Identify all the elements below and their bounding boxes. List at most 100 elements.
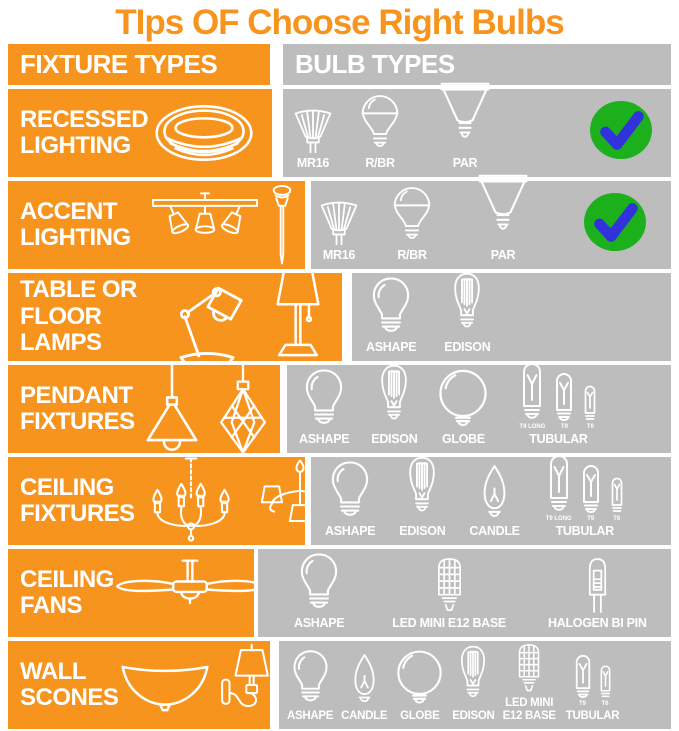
ashape-bulb-icon: [301, 368, 347, 430]
row-ceiling-fans: CEILING FANS ASHAPE LED MINI E12 BASE HA…: [8, 549, 671, 637]
fixture-title: TABLE OR FLOOR LAMPS: [20, 276, 137, 357]
bulb-label: TUBULAR: [529, 431, 588, 446]
bulb-label: EDISON: [444, 339, 491, 354]
bulb-panel: MR16 R/BR PAR: [311, 181, 671, 269]
tube-size-tag: T9: [560, 423, 568, 430]
bulb-globe: GLOBE: [395, 650, 444, 722]
tube-t9-long: T9 LONG: [546, 453, 572, 522]
bulb-types-label: BULB TYPES: [295, 49, 455, 79]
bulb-led-mini-e12: LED MINI E12 BASE: [392, 558, 506, 631]
tubular-mid-bulb-icon: [554, 371, 574, 423]
bulb-led-mini-e12: LED MINI E12 BASE: [503, 644, 556, 722]
diamond-pendant-icon: [215, 362, 271, 457]
edison-bulb-icon: [450, 272, 484, 338]
bulb-panel: ASHAPE EDISON CANDLE T9 LONG: [311, 457, 671, 545]
fixture-title: PENDANT FIXTURES: [20, 381, 135, 435]
table-grid: FIXTURE TYPES BULB TYPES RECESSED LIGHTI…: [0, 44, 679, 731]
bulb-panel: ASHAPE CANDLE GLOBE EDISON LED MINI E12 …: [279, 641, 671, 729]
tube-t6: T6: [583, 383, 597, 430]
ashape-bulb-icon: [296, 552, 342, 614]
fixture-title: ACCENT LIGHTING: [20, 197, 131, 251]
tubular-long-bulb-icon: [521, 361, 543, 423]
bulb-label: ASHAPE: [294, 615, 345, 630]
row-wall-scones: WALL SCONES ASHAPE CANDLE GLOBE: [8, 641, 671, 729]
tube-size-tag: T6: [613, 515, 621, 522]
fixture-panel-recessed: RECESSED LIGHTING: [8, 89, 272, 177]
bulb-label: TUBULAR: [565, 709, 620, 722]
led-corn-bulb-icon: [435, 558, 464, 614]
recessed-light-icon: [152, 102, 256, 164]
row-pendant-fixtures: PENDANT FIXTURES ASHAPE EDISON GLOBE: [8, 365, 671, 453]
tubular-small-bulb-icon: [599, 663, 612, 700]
row-accent-lighting: ACCENT LIGHTING MR16 R/BR PAR: [8, 181, 671, 269]
edison-bulb-icon: [377, 364, 411, 430]
tube-t6: T6: [599, 663, 612, 707]
led-corn-bulb-icon: [516, 644, 542, 694]
bulb-halogen-bipin: HALOGEN BI PIN: [548, 558, 647, 631]
rbr-bulb-icon: [361, 90, 399, 154]
bulb-label: MR16: [296, 155, 330, 170]
bulb-panel: MR16 R/BR PAR: [283, 89, 671, 177]
bulb-label: CANDLE: [469, 523, 520, 538]
fixture-title: CEILING FIXTURES: [20, 473, 135, 527]
bulb-tubular-group: T9 LONG T9 T6 TUBULAR: [519, 361, 597, 447]
mr16-bulb-icon: [319, 198, 359, 246]
fixture-panel-accent: ACCENT LIGHTING: [8, 181, 305, 269]
tube-t9-long: T9 LONG: [519, 361, 545, 430]
bulb-label: PAR: [490, 247, 516, 262]
bulb-ashape: ASHAPE: [287, 649, 333, 722]
fixture-panel-ceiling-fans: CEILING FANS: [8, 549, 254, 637]
bulb-candle: CANDLE: [341, 653, 388, 722]
bulb-label: TUBULAR: [555, 523, 615, 538]
rbr-bulb-icon: [393, 182, 431, 246]
tube-size-tag: T6: [601, 700, 609, 707]
cone-pendant-icon: [135, 362, 209, 457]
bulb-rbr: R/BR: [361, 90, 399, 171]
fixture-types-header: FIXTURE TYPES: [8, 44, 270, 85]
fixture-panel-ceiling-fixtures: CEILING FIXTURES: [8, 457, 305, 545]
fixture-panel-wall-scones: WALL SCONES: [8, 641, 270, 729]
bulb-ashape: ASHAPE: [325, 460, 376, 539]
bulb-label: ASHAPE: [299, 431, 350, 446]
table-lamp-icon: [262, 268, 334, 367]
edison-bulb-icon: [405, 456, 439, 522]
bulb-ashape: ASHAPE: [366, 276, 417, 355]
bulb-edison: EDISON: [444, 272, 491, 355]
fixture-panel-table-floor: TABLE OR FLOOR LAMPS: [8, 273, 342, 361]
tube-size-tag: T6: [586, 423, 594, 430]
bulb-label: ASHAPE: [287, 709, 334, 722]
bulb-ashape: ASHAPE: [299, 368, 350, 447]
ashape-bulb-icon: [327, 460, 373, 522]
candle-bulb-icon: [352, 653, 377, 707]
tubular-small-bulb-icon: [610, 475, 624, 515]
bulb-label: MR16: [322, 247, 356, 262]
bulb-panel: ASHAPE EDISON GLOBE T9 LONG: [287, 365, 671, 453]
bowl-sconce-icon: [118, 656, 212, 714]
page-title: TIps OF Choose Right Bulbs: [115, 3, 564, 42]
bulb-edison: EDISON: [371, 364, 418, 447]
bulb-label: GLOBE: [400, 709, 440, 722]
row-ceiling-fixtures: CEILING FIXTURES ASHAPE EDISON CANDLE: [8, 457, 671, 545]
tube-t9: T9: [581, 463, 601, 522]
header-row: FIXTURE TYPES BULB TYPES: [8, 44, 671, 85]
ashape-bulb-icon: [289, 649, 332, 707]
bulb-panel: ASHAPE LED MINI E12 BASE HALOGEN BI PIN: [258, 549, 671, 637]
fixture-title: CEILING FANS: [20, 565, 114, 619]
par-bulb-icon: [435, 81, 495, 154]
mr16-bulb-icon: [293, 106, 333, 154]
globe-bulb-icon: [395, 650, 444, 707]
tube-size-tag: T9 LONG: [519, 423, 546, 430]
tube-t9: T9: [574, 653, 592, 707]
bulb-label: R/BR: [397, 247, 427, 262]
bulb-edison: EDISON: [399, 456, 446, 539]
checkmark-icon: [583, 192, 647, 252]
fixture-title: WALL SCONES: [20, 657, 119, 711]
bulb-mr16: MR16: [293, 106, 333, 171]
tube-size-tag: T9: [579, 700, 587, 707]
bulb-mr16: MR16: [319, 198, 359, 263]
candle-bulb-icon: [481, 464, 508, 522]
edison-bulb-icon: [457, 645, 489, 707]
tubular-mid-bulb-icon: [581, 463, 601, 515]
ashape-bulb-icon: [368, 276, 414, 338]
